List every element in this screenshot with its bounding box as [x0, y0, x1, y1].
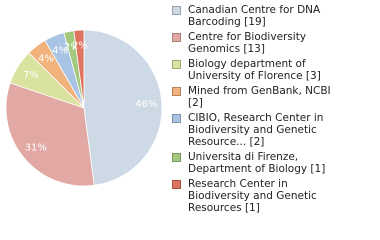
legend-swatch — [172, 60, 181, 69]
legend-label: Universita di Firenze, Department of Bio… — [188, 151, 326, 175]
slice-label: 4% — [52, 45, 68, 56]
slice-label: 7% — [23, 70, 39, 81]
legend-label: Research Center in Biodiversity and Gene… — [188, 178, 317, 214]
legend-swatch — [172, 87, 181, 96]
legend-item: Research Center in Biodiversity and Gene… — [172, 178, 342, 214]
slice-label: 2% — [64, 42, 80, 53]
legend-item: Biology department of University of Flor… — [172, 58, 342, 82]
legend-swatch — [172, 180, 181, 189]
legend-swatch — [172, 33, 181, 42]
legend-item: CIBIO, Research Center in Biodiversity a… — [172, 112, 342, 148]
slice-label: 46% — [135, 99, 157, 110]
legend-swatch — [172, 6, 181, 15]
legend: Canadian Centre for DNA Barcoding [19] Ce… — [172, 4, 342, 214]
legend-label: Mined from GenBank, NCBI [2] — [188, 85, 331, 109]
pie-slice — [83, 29, 163, 186]
legend-item: Centre for Biodiversity Genomics [13] — [172, 31, 342, 55]
legend-item: Mined from GenBank, NCBI [2] — [172, 85, 342, 109]
slice-label: 31% — [25, 143, 47, 154]
legend-swatch — [172, 114, 181, 123]
slice-label: 2% — [72, 41, 88, 52]
legend-item: Canadian Centre for DNA Barcoding [19] — [172, 4, 342, 28]
legend-label: Centre for Biodiversity Genomics [13] — [188, 31, 307, 55]
legend-item: Universita di Firenze, Department of Bio… — [172, 151, 342, 175]
legend-swatch — [172, 153, 181, 162]
legend-label: Biology department of University of Flor… — [188, 58, 321, 82]
pie: 46%31%7%4%4%2%2% — [5, 29, 163, 187]
pie-slice — [73, 29, 85, 109]
legend-label: CIBIO, Research Center in Biodiversity a… — [188, 112, 324, 148]
pie-slice — [5, 82, 95, 187]
legend-label: Canadian Centre for DNA Barcoding [19] — [188, 4, 321, 28]
slice-label: 4% — [38, 53, 54, 64]
